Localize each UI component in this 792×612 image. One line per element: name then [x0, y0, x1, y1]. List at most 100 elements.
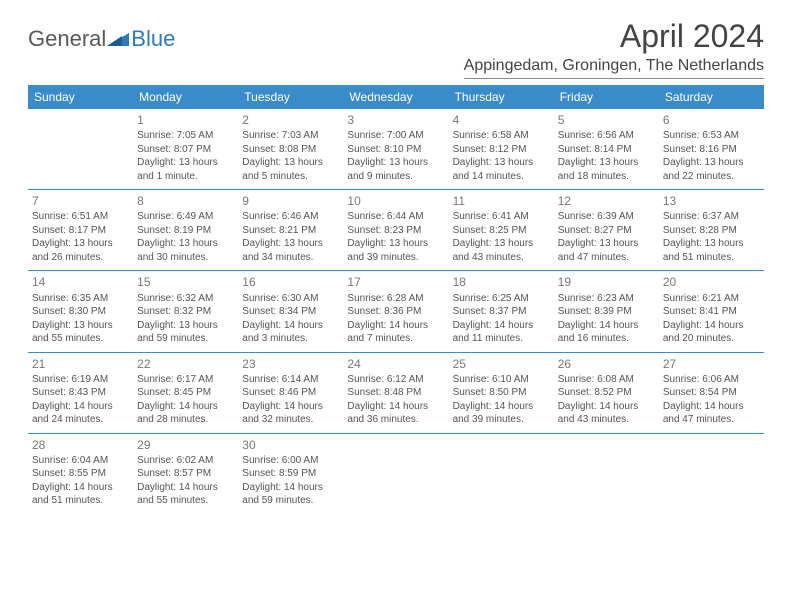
day-number: 22 — [137, 356, 234, 372]
day-number: 4 — [453, 112, 550, 128]
calendar-cell — [343, 433, 448, 514]
calendar-cell: 12Sunrise: 6:39 AMSunset: 8:27 PMDayligh… — [554, 190, 659, 271]
sunset-text: Sunset: 8:50 PM — [453, 386, 550, 400]
daylight-text: and 3 minutes. — [242, 332, 339, 346]
daylight-text: and 22 minutes. — [663, 170, 760, 184]
sunrise-text: Sunrise: 6:30 AM — [242, 292, 339, 306]
daylight-text: Daylight: 14 hours — [242, 400, 339, 414]
daylight-text: and 20 minutes. — [663, 332, 760, 346]
calendar-cell — [449, 433, 554, 514]
calendar-cell: 21Sunrise: 6:19 AMSunset: 8:43 PMDayligh… — [28, 352, 133, 433]
calendar-table: Sunday Monday Tuesday Wednesday Thursday… — [28, 85, 764, 514]
daylight-text: and 36 minutes. — [347, 413, 444, 427]
sunset-text: Sunset: 8:57 PM — [137, 467, 234, 481]
calendar-cell: 3Sunrise: 7:00 AMSunset: 8:10 PMDaylight… — [343, 109, 448, 190]
daylight-text: Daylight: 14 hours — [453, 319, 550, 333]
calendar-cell — [554, 433, 659, 514]
sunset-text: Sunset: 8:17 PM — [32, 224, 129, 238]
day-number: 8 — [137, 193, 234, 209]
sunset-text: Sunset: 8:14 PM — [558, 143, 655, 157]
calendar-cell: 17Sunrise: 6:28 AMSunset: 8:36 PMDayligh… — [343, 271, 448, 352]
calendar-cell: 16Sunrise: 6:30 AMSunset: 8:34 PMDayligh… — [238, 271, 343, 352]
location-label: Appingedam, Groningen, The Netherlands — [464, 57, 764, 79]
sunrise-text: Sunrise: 6:10 AM — [453, 373, 550, 387]
daylight-text: and 24 minutes. — [32, 413, 129, 427]
sunrise-text: Sunrise: 7:00 AM — [347, 129, 444, 143]
sunset-text: Sunset: 8:39 PM — [558, 305, 655, 319]
daylight-text: Daylight: 14 hours — [32, 400, 129, 414]
weekday-header: Friday — [554, 85, 659, 109]
daylight-text: and 11 minutes. — [453, 332, 550, 346]
day-number: 12 — [558, 193, 655, 209]
sunrise-text: Sunrise: 6:56 AM — [558, 129, 655, 143]
daylight-text: and 7 minutes. — [347, 332, 444, 346]
sunrise-text: Sunrise: 6:25 AM — [453, 292, 550, 306]
calendar-cell: 8Sunrise: 6:49 AMSunset: 8:19 PMDaylight… — [133, 190, 238, 271]
daylight-text: Daylight: 13 hours — [558, 156, 655, 170]
day-number: 27 — [663, 356, 760, 372]
calendar-cell: 23Sunrise: 6:14 AMSunset: 8:46 PMDayligh… — [238, 352, 343, 433]
daylight-text: and 28 minutes. — [137, 413, 234, 427]
sunset-text: Sunset: 8:37 PM — [453, 305, 550, 319]
weekday-header: Tuesday — [238, 85, 343, 109]
sunrise-text: Sunrise: 6:02 AM — [137, 454, 234, 468]
sunset-text: Sunset: 8:12 PM — [453, 143, 550, 157]
sunset-text: Sunset: 8:23 PM — [347, 224, 444, 238]
sunrise-text: Sunrise: 6:14 AM — [242, 373, 339, 387]
calendar-cell: 30Sunrise: 6:00 AMSunset: 8:59 PMDayligh… — [238, 433, 343, 514]
calendar-row: 14Sunrise: 6:35 AMSunset: 8:30 PMDayligh… — [28, 271, 764, 352]
sunrise-text: Sunrise: 6:06 AM — [663, 373, 760, 387]
daylight-text: Daylight: 13 hours — [32, 319, 129, 333]
page-title: April 2024 — [464, 18, 764, 55]
day-number: 1 — [137, 112, 234, 128]
daylight-text: Daylight: 13 hours — [242, 237, 339, 251]
sunset-text: Sunset: 8:34 PM — [242, 305, 339, 319]
day-number: 7 — [32, 193, 129, 209]
calendar-cell: 29Sunrise: 6:02 AMSunset: 8:57 PMDayligh… — [133, 433, 238, 514]
daylight-text: Daylight: 13 hours — [137, 156, 234, 170]
sunrise-text: Sunrise: 6:04 AM — [32, 454, 129, 468]
daylight-text: Daylight: 14 hours — [32, 481, 129, 495]
sunset-text: Sunset: 8:55 PM — [32, 467, 129, 481]
sunset-text: Sunset: 8:45 PM — [137, 386, 234, 400]
calendar-cell: 27Sunrise: 6:06 AMSunset: 8:54 PMDayligh… — [659, 352, 764, 433]
sunrise-text: Sunrise: 6:08 AM — [558, 373, 655, 387]
daylight-text: and 26 minutes. — [32, 251, 129, 265]
day-number: 25 — [453, 356, 550, 372]
sunrise-text: Sunrise: 6:00 AM — [242, 454, 339, 468]
daylight-text: Daylight: 14 hours — [347, 400, 444, 414]
sunrise-text: Sunrise: 6:41 AM — [453, 210, 550, 224]
daylight-text: and 18 minutes. — [558, 170, 655, 184]
calendar-cell: 15Sunrise: 6:32 AMSunset: 8:32 PMDayligh… — [133, 271, 238, 352]
daylight-text: and 30 minutes. — [137, 251, 234, 265]
title-block: April 2024 Appingedam, Groningen, The Ne… — [464, 18, 764, 79]
calendar-cell: 2Sunrise: 7:03 AMSunset: 8:08 PMDaylight… — [238, 109, 343, 190]
sunrise-text: Sunrise: 6:58 AM — [453, 129, 550, 143]
calendar-cell: 6Sunrise: 6:53 AMSunset: 8:16 PMDaylight… — [659, 109, 764, 190]
calendar-cell: 7Sunrise: 6:51 AMSunset: 8:17 PMDaylight… — [28, 190, 133, 271]
daylight-text: Daylight: 14 hours — [663, 400, 760, 414]
sunset-text: Sunset: 8:30 PM — [32, 305, 129, 319]
sunrise-text: Sunrise: 6:19 AM — [32, 373, 129, 387]
logo: General Blue — [28, 18, 175, 52]
sunrise-text: Sunrise: 6:46 AM — [242, 210, 339, 224]
calendar-cell: 14Sunrise: 6:35 AMSunset: 8:30 PMDayligh… — [28, 271, 133, 352]
day-number: 30 — [242, 437, 339, 453]
sunrise-text: Sunrise: 6:37 AM — [663, 210, 760, 224]
weekday-header: Thursday — [449, 85, 554, 109]
daylight-text: Daylight: 14 hours — [347, 319, 444, 333]
sunrise-text: Sunrise: 6:23 AM — [558, 292, 655, 306]
daylight-text: and 14 minutes. — [453, 170, 550, 184]
sunset-text: Sunset: 8:19 PM — [137, 224, 234, 238]
daylight-text: and 47 minutes. — [663, 413, 760, 427]
sunset-text: Sunset: 8:36 PM — [347, 305, 444, 319]
day-number: 3 — [347, 112, 444, 128]
daylight-text: Daylight: 13 hours — [32, 237, 129, 251]
day-number: 5 — [558, 112, 655, 128]
daylight-text: and 59 minutes. — [137, 332, 234, 346]
sunset-text: Sunset: 8:41 PM — [663, 305, 760, 319]
daylight-text: Daylight: 13 hours — [137, 319, 234, 333]
calendar-row: 7Sunrise: 6:51 AMSunset: 8:17 PMDaylight… — [28, 190, 764, 271]
daylight-text: Daylight: 14 hours — [242, 481, 339, 495]
calendar-cell: 22Sunrise: 6:17 AMSunset: 8:45 PMDayligh… — [133, 352, 238, 433]
